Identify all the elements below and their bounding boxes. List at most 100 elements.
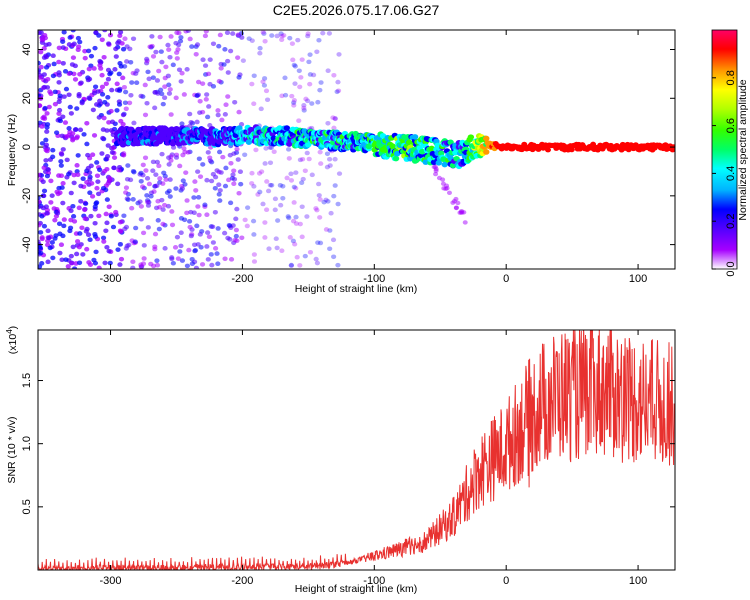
spectrogram-noise-dot (76, 260, 83, 266)
colorbar-ticks: 0.0 0.2 0.4 0.6 0.8 (712, 70, 737, 277)
spectrogram-noise-dot (160, 101, 166, 107)
spectrogram-noise-dot (314, 49, 320, 55)
spectrogram-noise-dot (48, 200, 54, 205)
spectrogram-noise-dot (279, 248, 285, 253)
spectrogram-noise-dot (332, 156, 338, 162)
spectrogram-noise-dot (57, 118, 64, 124)
spectrogram-noise-dot (97, 58, 103, 64)
spectrogram-noise-dot (307, 249, 314, 255)
spectrogram-noise-dot (251, 184, 257, 189)
colorbar-gradient (711, 29, 738, 270)
spectrogram-noise-dot (168, 112, 174, 117)
spectrogram-noise-dot (108, 70, 114, 76)
spectrogram-noise-dot (294, 254, 300, 260)
spectrogram-noise-dot (74, 163, 80, 168)
spectrogram-noise-dot (204, 212, 210, 218)
spectrogram-noise-dot (176, 67, 183, 73)
spectrogram-signal-dot (245, 139, 253, 145)
spectrogram-noise-dot (157, 176, 163, 181)
spectrogram-noise-dot (75, 153, 81, 158)
spectrogram-noise-dot (316, 37, 322, 43)
snr-frame (37, 329, 676, 571)
spectrogram-noise-dot (293, 214, 299, 220)
spectrogram-noise-dot (160, 181, 166, 186)
spectrogram-noise-dot (94, 102, 100, 107)
spectrogram-noise-dot (253, 147, 259, 153)
spectrogram-noise-dot (128, 92, 134, 98)
spectrogram-noise-dot (165, 73, 171, 79)
spectrogram-trail-dot (433, 171, 439, 177)
spectrogram-noise-dot (71, 180, 77, 186)
spectrogram-noise-dot (286, 147, 292, 152)
spectrogram-noise-dot (79, 225, 85, 231)
spectrogram-noise-dot (83, 228, 89, 234)
spectrogram-noise-dot (113, 209, 119, 215)
spectrogram-noise-dot (214, 168, 220, 173)
spectrogram-noise-dot (104, 244, 110, 250)
spectrogram-noise-dot (92, 84, 99, 90)
spectrogram-noise-dot (222, 183, 229, 189)
spectrogram-noise-dot (129, 80, 135, 85)
spectrogram-noise-dot (332, 116, 338, 122)
spectrogram-noise-dot (242, 217, 248, 223)
spectrogram-noise-dot (197, 232, 203, 237)
spectrogram-noise-dot (46, 235, 52, 241)
spectrogram-noise-dot (152, 105, 158, 111)
spectrogram-noise-dot (154, 258, 160, 263)
spectrogram-trail-dot (433, 166, 439, 172)
spectrogram-noise-dot (174, 56, 180, 61)
spectrogram-noise-dot (81, 132, 87, 137)
spectrogram-noise-dot (331, 72, 337, 78)
spectrogram-noise-dot (95, 89, 101, 94)
spectrogram-noise-dot (260, 30, 266, 35)
spectrogram-noise-dot (173, 155, 180, 160)
spectrogram-noise-dot (69, 62, 76, 67)
spectrogram-noise-dot (179, 258, 186, 263)
spectrogram-noise-dot (40, 37, 46, 42)
spectrogram-noise-dot (141, 256, 147, 261)
spectrogram-noise-dot (61, 223, 67, 229)
spectrogram-noise-dot (260, 79, 266, 85)
spectrogram-noise-dot (165, 42, 171, 48)
spectrogram-noise-dot (335, 88, 342, 94)
spectrogram-noise-dot (317, 215, 323, 220)
spectrogram-noise-dot (114, 81, 120, 87)
spectrogram-noise-dot (258, 106, 264, 112)
spectrogram-noise-dot (96, 265, 102, 269)
spectrogram-noise-dot (93, 30, 99, 35)
spectrogram-noise-dot (204, 92, 210, 97)
spectrogram-noise-dot (210, 224, 216, 230)
spectrogram-noise-dot (82, 48, 88, 54)
spectrogram-noise-dot (299, 180, 305, 185)
spectrogram-noise-dot (233, 216, 239, 222)
spectrogram-noise-dot (170, 62, 176, 68)
spectrogram-noise-dot (66, 42, 72, 47)
spectrogram-noise-dot (52, 217, 58, 223)
spectrogram-noise-dot (109, 150, 115, 155)
spectrogram-noise-dot (149, 34, 155, 39)
spectrogram-noise-dot (108, 128, 114, 133)
spectrogram-noise-dot (169, 209, 175, 214)
spectrogram-noise-dot (138, 93, 144, 99)
spectrogram-noise-dot (120, 121, 126, 127)
spectrogram-noise-dot (122, 226, 128, 232)
spectrogram-noise-dot (279, 93, 285, 99)
spectrogram-noise-dot (125, 197, 131, 202)
spectrogram-noise-dot (202, 202, 208, 208)
spectrogram-noise-dot (60, 39, 66, 44)
spectrogram-noise-dot (250, 218, 257, 224)
spectrogram-noise-dot (234, 146, 240, 152)
spectrogram-noise-dot (100, 185, 107, 191)
spectrogram-noise-dot (152, 246, 158, 252)
spectrogram-noise-dot (113, 46, 119, 52)
spectrogram-noise-dot (261, 83, 268, 88)
spectrogram-noise-dot (113, 54, 119, 59)
spectrogram-trail-dot (440, 181, 446, 186)
spectrogram-signal-dot (590, 141, 597, 147)
spectrogram-noise-dot (38, 199, 42, 205)
spectrogram-noise-dot (228, 257, 235, 262)
spectrogram-noise-dot (267, 160, 274, 166)
spectrogram-noise-dot (279, 33, 285, 39)
spectrogram-noise-dot (183, 170, 189, 175)
spectrogram-noise-dot (223, 102, 229, 108)
